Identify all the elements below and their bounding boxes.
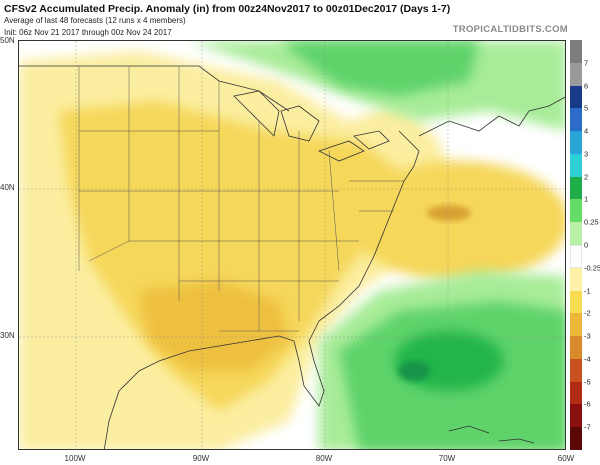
map-title: CFSv2 Accumulated Precip. Anomaly (in) f…: [4, 3, 451, 15]
atlantic-dry-core: [427, 205, 471, 221]
colorbar-tick-label: 1: [584, 194, 589, 204]
atlantic-dry-area: [349, 161, 565, 281]
lon-label-80w: 80W: [315, 454, 333, 463]
colorbar-segment: [570, 176, 582, 200]
colorbar-segment: [570, 62, 582, 87]
colorbar-tick-label: -4: [584, 354, 591, 364]
colorbar-tick-label: 2: [584, 172, 589, 182]
colorbar-tick-label: 0.25: [584, 217, 599, 227]
colorbar-tick-label: -7: [584, 422, 591, 432]
wet-anomaly-south-core: [394, 331, 504, 391]
colorbar-segment: [570, 381, 582, 405]
colorbar-segment: [570, 222, 582, 246]
colorbar-segment: [570, 358, 582, 383]
map-panel: [18, 40, 566, 450]
colorbar-segment: [570, 245, 582, 269]
anomaly-map: [19, 41, 565, 449]
lon-label-70w: 70W: [438, 454, 456, 463]
colorbar-segment: [570, 40, 582, 64]
colorbar-tick-label: -2: [584, 308, 591, 318]
state-borders: [78, 66, 404, 332]
colorbar-tick-label: 0: [584, 240, 589, 250]
lon-label-100w: 100W: [64, 454, 86, 463]
colorbar-segment: [570, 313, 582, 337]
colorbar-segment: [570, 199, 582, 223]
colorbar-tick-label: -5: [584, 377, 591, 387]
colorbar-segment: [570, 427, 582, 451]
init-info: Init: 06z Nov 21 2017 through 00z Nov 24…: [4, 28, 172, 37]
graticule: [19, 41, 565, 449]
colorbar-segment: [570, 290, 582, 314]
wet-anomaly-south-core-dark: [398, 361, 430, 381]
colorbar-tick-label: 4: [584, 126, 589, 136]
colorbar-segment: [570, 153, 582, 178]
colorbar-segment: [570, 85, 582, 109]
colorbar-segment: [570, 131, 582, 155]
colorbar-segment: [570, 404, 582, 428]
colorbar-segment: [570, 336, 582, 360]
wet-anomaly-north-core: [279, 41, 479, 96]
colorbar-segment: [570, 108, 582, 132]
lon-label-60w: 60W: [557, 454, 575, 463]
colorbar-tick-label: -1: [584, 286, 591, 296]
lat-label-30n: 30N: [0, 331, 15, 340]
lat-label-40n: 40N: [0, 183, 15, 192]
lat-label-50n: 50N: [0, 36, 15, 45]
dry-anomaly-moderate: [59, 101, 399, 411]
brand-watermark: TROPICALTIDBITS.COM: [452, 24, 568, 35]
dry-anomaly-core: [139, 281, 289, 371]
header: CFSv2 Accumulated Precip. Anomaly (in) f…: [0, 0, 600, 40]
colorbar-segment: [570, 267, 582, 292]
colorbar-tick-label: 7: [584, 58, 589, 68]
colorbar-tick-label: -0.25: [584, 263, 600, 273]
lon-label-90w: 90W: [192, 454, 210, 463]
colorbar: [570, 40, 582, 451]
map-subtitle: Average of last 48 forecasts (12 runs x …: [4, 16, 186, 25]
colorbar-tick-label: -6: [584, 399, 591, 409]
colorbar-tick-label: 6: [584, 81, 589, 91]
colorbar-tick-label: 5: [584, 103, 589, 113]
colorbar-tick-label: -3: [584, 331, 591, 341]
colorbar-tick-label: 3: [584, 149, 589, 159]
